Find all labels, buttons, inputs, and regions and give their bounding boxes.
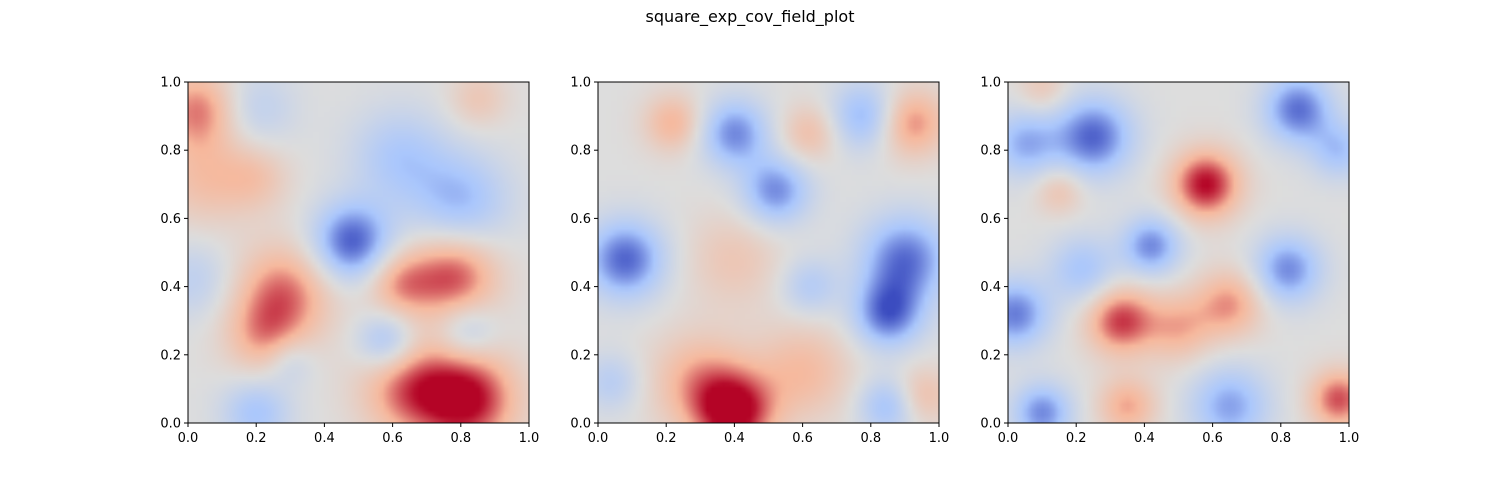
y-tick-label: 1.0	[980, 76, 1001, 91]
y-tick-label: 0.4	[160, 280, 181, 295]
x-tick-label: 0.0	[998, 431, 1019, 446]
y-tick-label: 0.0	[160, 417, 181, 432]
y-tick-label: 0.8	[160, 144, 181, 159]
heatmap-image	[1008, 82, 1349, 423]
y-tick-label: 1.0	[160, 76, 181, 91]
heatmap-image	[598, 82, 939, 423]
y-tick-label: 0.2	[160, 348, 181, 363]
y-tick-label: 0.2	[570, 348, 591, 363]
y-tick-label: 0.2	[980, 348, 1001, 363]
y-tick-label: 0.8	[570, 144, 591, 159]
x-tick-label: 1.0	[929, 431, 950, 446]
x-tick-label: 0.0	[178, 431, 199, 446]
axes-frame	[187, 81, 530, 424]
y-tick-label: 0.4	[980, 280, 1001, 295]
axes-frame	[597, 81, 940, 424]
subplot-1: 0.0 0.2 0.4 0.6 0.8 1.0 0.0 0.2 0.4 0.6 0.8 1.0	[160, 76, 539, 447]
x-tick-label: 0.0	[588, 431, 609, 446]
x-tick-label: 0.4	[1134, 431, 1155, 446]
y-tick-label: 0.6	[980, 212, 1001, 227]
x-tick-label: 0.2	[1066, 431, 1087, 446]
x-tick-label: 0.4	[314, 431, 335, 446]
y-tick-label: 0.8	[980, 144, 1001, 159]
y-tick-label: 0.0	[570, 417, 591, 432]
x-tick-label: 0.6	[792, 431, 813, 446]
x-tick-label: 0.8	[1270, 431, 1291, 446]
y-tick-label: 0.6	[570, 212, 591, 227]
x-tick-label: 0.2	[246, 431, 267, 446]
y-tick-label: 0.0	[980, 417, 1001, 432]
x-tick-label: 0.8	[860, 431, 881, 446]
figure-title: square_exp_cov_field_plot	[645, 7, 855, 26]
y-tick-label: 0.6	[160, 212, 181, 227]
x-tick-label: 0.6	[382, 431, 403, 446]
x-tick-label: 1.0	[519, 431, 540, 446]
axes-frame	[1007, 81, 1350, 424]
heatmap-image	[188, 82, 529, 423]
subplot-2: 0.0 0.2 0.4 0.6 0.8 1.0 0.0 0.2 0.4 0.6 0.8 1.0	[570, 76, 949, 447]
x-tick-label: 0.8	[450, 431, 471, 446]
x-tick-label: 0.4	[724, 431, 745, 446]
subplot-3: 0.0 0.2 0.4 0.6 0.8 1.0 0.0 0.2 0.4 0.6 0.8 1.0	[980, 76, 1359, 447]
y-tick-label: 0.4	[570, 280, 591, 295]
x-tick-label: 0.6	[1202, 431, 1223, 446]
x-tick-label: 0.2	[656, 431, 677, 446]
y-tick-label: 1.0	[570, 76, 591, 91]
x-tick-label: 1.0	[1339, 431, 1360, 446]
